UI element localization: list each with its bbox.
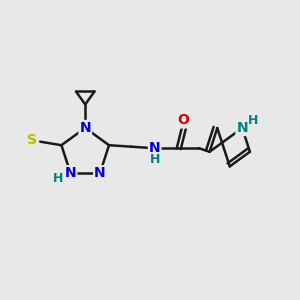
Text: H: H xyxy=(248,114,259,127)
Text: O: O xyxy=(178,113,190,128)
Text: S: S xyxy=(27,133,37,147)
Text: H: H xyxy=(53,172,63,185)
Text: N: N xyxy=(149,141,161,155)
Text: H: H xyxy=(149,153,160,166)
Text: N: N xyxy=(94,166,106,180)
Text: N: N xyxy=(65,166,76,180)
Text: N: N xyxy=(80,121,91,135)
Text: N: N xyxy=(236,121,248,135)
